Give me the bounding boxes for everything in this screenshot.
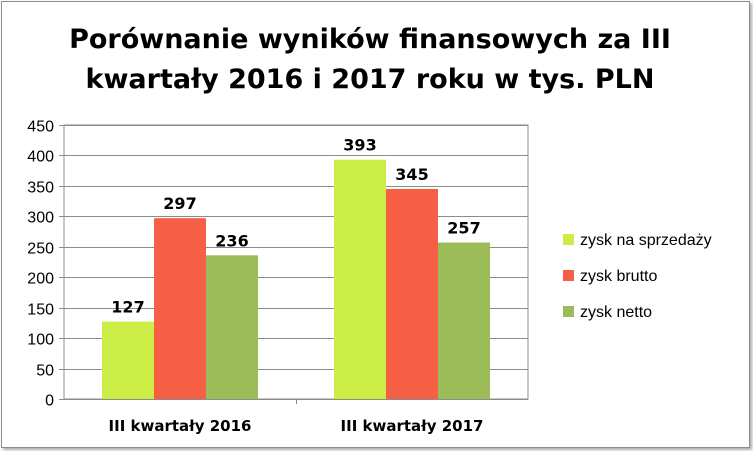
y-tick-label: 450 [27,119,54,136]
y-tick-label: 400 [27,149,54,166]
legend-label: zysk brutto [580,268,657,285]
data-label: 127 [111,298,144,317]
y-tick-label: 100 [27,332,54,349]
bar [334,159,386,399]
y-tick-label: 0 [45,393,54,410]
data-label: 297 [163,194,196,213]
data-label: 257 [447,219,480,238]
data-label: 345 [395,165,428,184]
y-tick-label: 350 [27,180,54,197]
y-tick-label: 200 [27,271,54,288]
category-label: III kwartały 2017 [341,417,484,435]
data-label: 236 [215,231,248,250]
category-label: III kwartały 2016 [109,417,252,435]
data-label: 393 [343,136,376,155]
legend-swatch [563,270,574,281]
y-tick-label: 300 [27,210,54,227]
bar [206,255,258,399]
legend-label: zysk netto [580,304,652,321]
bar [438,242,490,399]
legend-label: zysk na sprzedaży [580,232,712,249]
y-tick-label: 150 [27,302,54,319]
y-tick-label: 50 [36,363,54,380]
bar [102,321,154,399]
y-tick-label: 250 [27,241,54,258]
chart-title: Porównanie wyników finansowych za III kw… [69,24,671,95]
bar [154,218,206,399]
bar [386,188,438,399]
legend-swatch [563,306,574,317]
legend-swatch [563,234,574,245]
